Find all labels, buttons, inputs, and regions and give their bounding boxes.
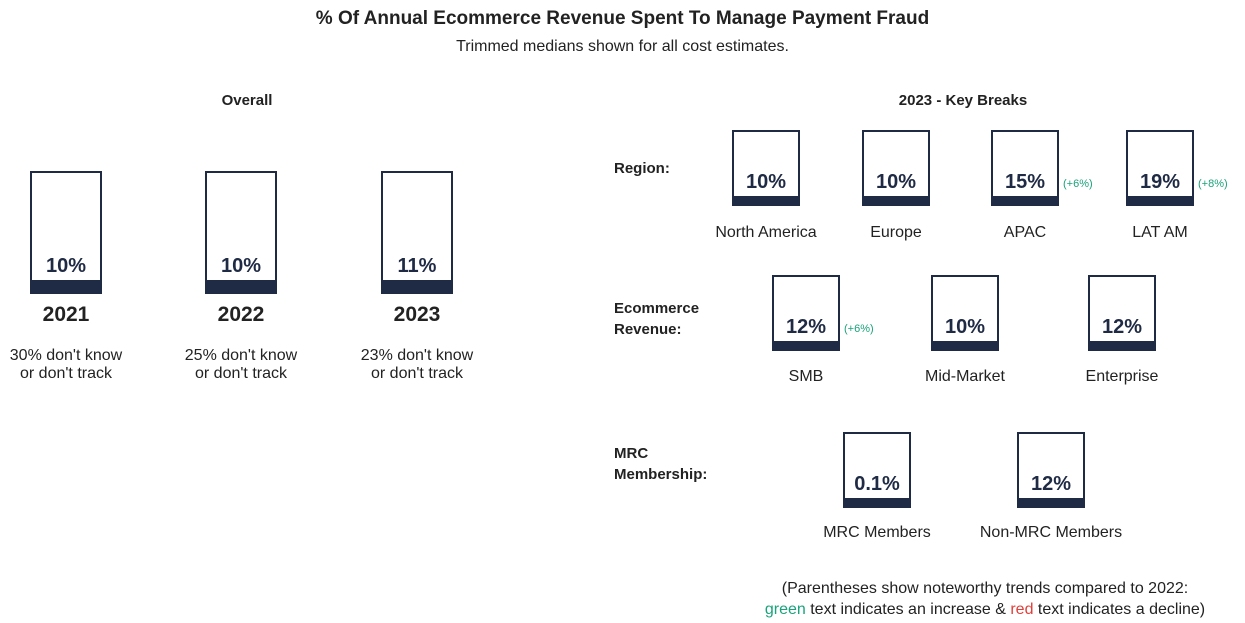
footnote-line: green text indicates an increase & red t… xyxy=(700,599,1245,620)
value-box: 15% xyxy=(991,130,1059,206)
value-label: 19% xyxy=(1139,171,1181,193)
value-box: 10% xyxy=(931,275,999,351)
value-box: 12% xyxy=(1088,275,1156,351)
value-box: 12% xyxy=(772,275,840,351)
box-fill xyxy=(1019,498,1083,506)
value-box: 19% xyxy=(1126,130,1194,206)
value-label: 0.1% xyxy=(854,473,900,495)
box-fill xyxy=(774,341,838,349)
footnote: (Parentheses show noteworthy trends comp… xyxy=(700,578,1245,620)
value-label: 15% xyxy=(1004,171,1046,193)
break-label: Enterprise xyxy=(1085,368,1159,385)
box-fill xyxy=(864,196,928,204)
break-label: MRC Members xyxy=(823,524,931,541)
box-fill xyxy=(933,341,997,349)
value-box: 10% xyxy=(862,130,930,206)
year: 2022 xyxy=(217,303,265,326)
value-box: 10% xyxy=(30,171,102,294)
box-fill xyxy=(845,498,909,506)
break-label: Non-MRC Members xyxy=(979,524,1123,541)
group-label: Region: xyxy=(614,160,670,177)
trend: (+6%) xyxy=(1063,178,1093,190)
box-fill xyxy=(1090,341,1154,349)
box-fill xyxy=(734,196,798,204)
year: 2021 xyxy=(42,303,90,326)
footnote-line: (Parentheses show noteworthy trends comp… xyxy=(781,580,1189,597)
break-label: APAC xyxy=(1003,224,1047,241)
group-label: Ecommerce Revenue: xyxy=(614,300,700,338)
break-label: SMB xyxy=(788,368,824,385)
value-box: 10% xyxy=(205,171,277,294)
box-fill xyxy=(1128,196,1192,204)
footnote-text: text indicates an increase & xyxy=(805,601,1011,618)
value-label: 10% xyxy=(875,171,917,193)
box-fill xyxy=(383,280,451,292)
group-label: MRC Membership: xyxy=(614,445,708,483)
box-fill xyxy=(207,280,275,292)
trend: (+8%) xyxy=(1198,178,1228,190)
value-label: 10% xyxy=(220,255,262,277)
red-word: red xyxy=(1010,601,1034,618)
value-box: 11% xyxy=(381,171,453,294)
value-label: 11% xyxy=(397,255,437,277)
overall-heading: Overall xyxy=(221,92,273,109)
box-fill xyxy=(32,280,100,292)
value-label: 10% xyxy=(944,316,986,338)
year: 2023 xyxy=(393,303,441,326)
trend: (+6%) xyxy=(844,323,874,335)
value-label: 12% xyxy=(785,316,827,338)
note: 30% don't know or don't track xyxy=(9,347,123,382)
note: 25% don't know or don't track xyxy=(184,347,298,382)
break-label: Mid-Market xyxy=(924,368,1005,385)
value-box: 12% xyxy=(1017,432,1085,508)
value-box: 0.1% xyxy=(843,432,911,508)
footnote-text: text indicates a decline) xyxy=(1033,601,1206,618)
value-label: 10% xyxy=(745,171,787,193)
subtitle: Trimmed medians shown for all cost estim… xyxy=(456,38,789,55)
box-fill xyxy=(993,196,1057,204)
title: % Of Annual Ecommerce Revenue Spent To M… xyxy=(315,8,930,29)
break-label: North America xyxy=(715,224,817,241)
value-box: 10% xyxy=(732,130,800,206)
break-label: Europe xyxy=(870,224,922,241)
break-label: LAT AM xyxy=(1132,224,1188,241)
breaks-heading: 2023 - Key Breaks xyxy=(898,92,1028,109)
value-label: 12% xyxy=(1030,473,1072,495)
green-word: green xyxy=(764,601,806,618)
value-label: 12% xyxy=(1101,316,1143,338)
note: 23% don't know or don't track xyxy=(360,347,474,382)
value-label: 10% xyxy=(45,255,87,277)
